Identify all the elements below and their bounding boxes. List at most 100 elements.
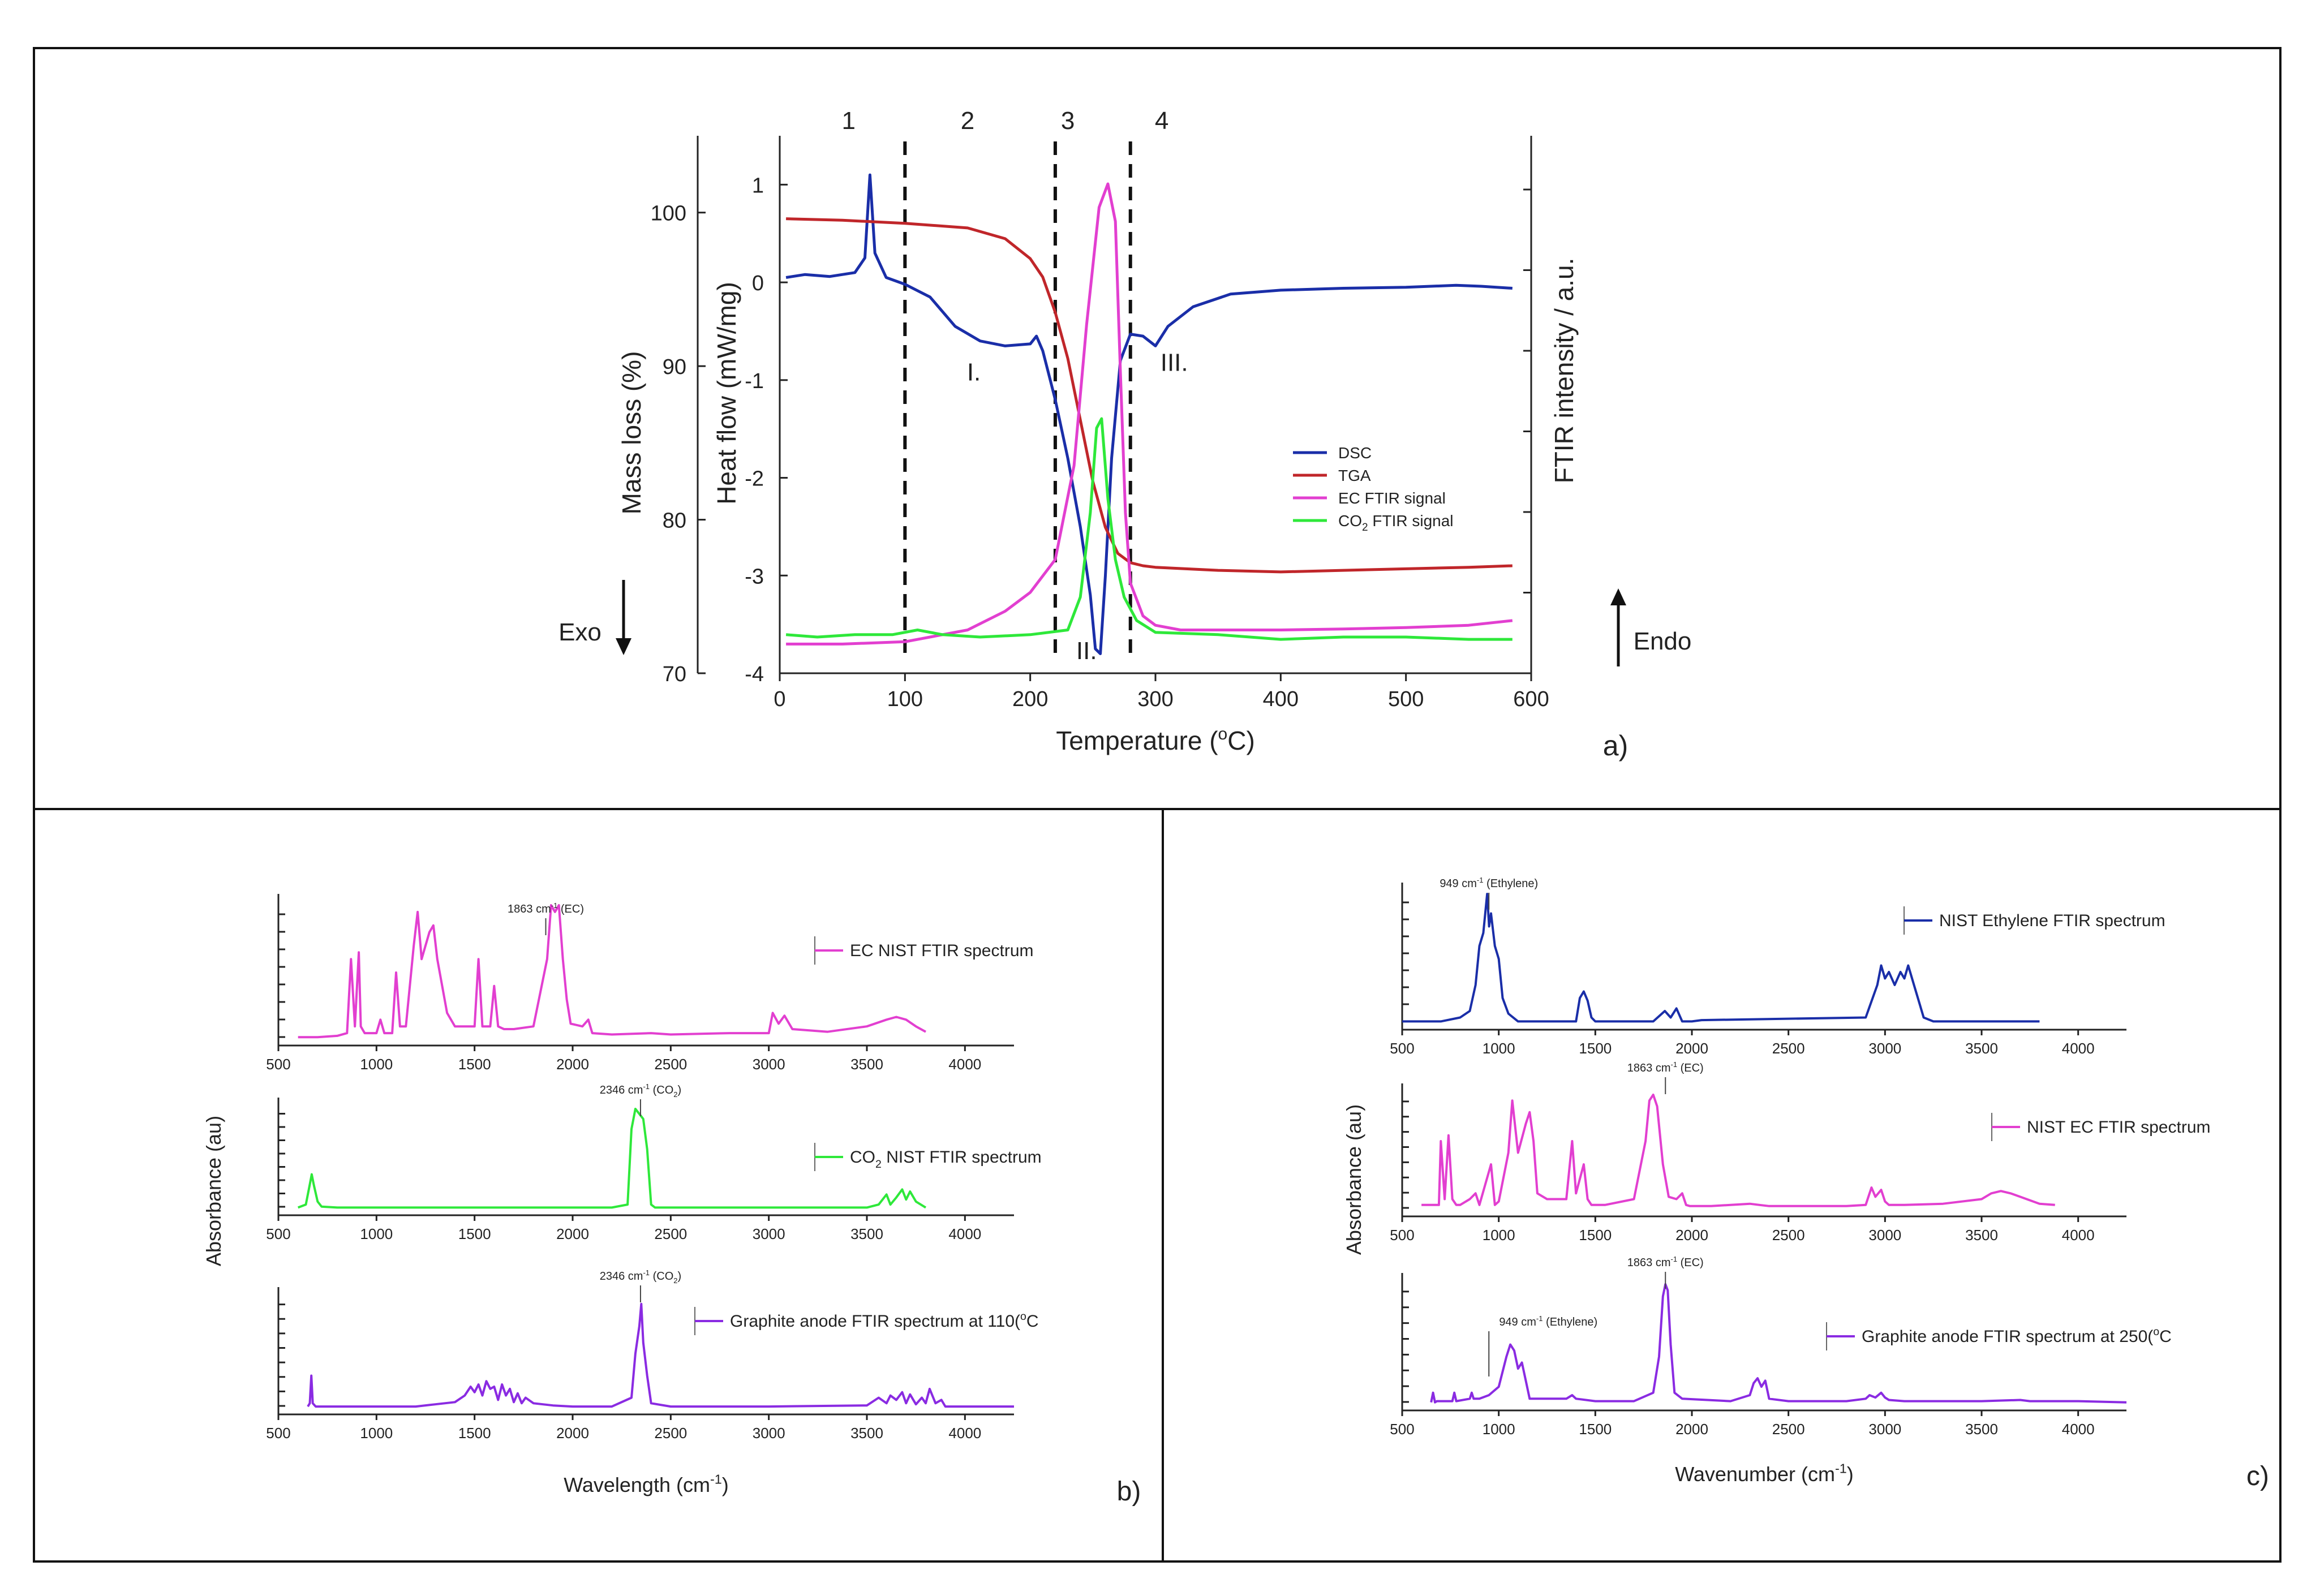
spectrum-x-tick-label: 4000 — [948, 1425, 981, 1442]
text-run: ( — [650, 1270, 657, 1283]
spectrum-x-tick-label: 2500 — [654, 1056, 687, 1073]
mass-tick-label: 70 — [663, 663, 686, 686]
legend-label: CO2 FTIR signal — [1338, 512, 1454, 534]
text-run: EC FTIR signal — [1338, 489, 1446, 507]
spectrum-x-tick-label: 1000 — [360, 1425, 393, 1442]
peak-annotation: 949 cm-1​ (Ethylene) — [1440, 876, 1538, 890]
x-tick-label: 500 — [1388, 687, 1424, 711]
text-run: CO — [656, 1270, 673, 1283]
text-run: C — [2159, 1327, 2172, 1346]
heat-axis-label: Heat flow (mW/mg) — [712, 282, 741, 505]
spectrum-x-tick-label: 2000 — [556, 1225, 589, 1242]
spectrum-x-tick-label: 4000 — [948, 1056, 981, 1073]
text-run: 1863 — [1627, 1257, 1656, 1269]
heat-tick-label: 1 — [752, 174, 764, 197]
spectrum-x-tick-label: 1500 — [1579, 1227, 1612, 1244]
spectrum-x-tick-label: 4000 — [948, 1225, 981, 1242]
superscript: -1 — [1477, 876, 1484, 884]
panel-c-frame — [1162, 808, 2281, 1563]
spectrum-x-tick-label: 4000 — [2062, 1227, 2095, 1244]
heat-tick-label: -4 — [745, 663, 764, 686]
spectrum-line — [307, 1302, 1014, 1408]
spectrum-x-tick-label: 3000 — [1868, 1040, 1901, 1057]
spectrum-x-tick-label: 3500 — [1965, 1040, 1998, 1057]
spectrum-x-tick-label: 3000 — [753, 1056, 785, 1073]
mass-tick-label: 90 — [663, 355, 686, 379]
x-tick-label: 400 — [1263, 687, 1299, 711]
spectrum-line — [1421, 1094, 2055, 1207]
endo-label: Endo — [1634, 627, 1692, 655]
spectrum-x-tick-label: 500 — [1390, 1421, 1414, 1438]
text-run: DSC — [1338, 444, 1372, 462]
text-run: (EC) — [1677, 1257, 1704, 1269]
text-run: C) — [1227, 726, 1255, 755]
superscript: o — [2153, 1326, 2159, 1338]
text-run: NIST FTIR spectrum — [882, 1148, 1042, 1167]
series-dsc — [785, 173, 1513, 655]
spectrum-x-tick-label: 3500 — [1965, 1421, 1998, 1438]
text-run: cm — [1521, 1316, 1536, 1328]
text-run: cm — [1808, 1462, 1835, 1486]
legend-label: TGA — [1338, 467, 1371, 484]
legend-label: DSC — [1338, 444, 1372, 462]
spectrum-x-tick-label: 1000 — [1483, 1421, 1515, 1438]
superscript: -1 — [643, 1082, 650, 1091]
text-run: 1863 — [508, 903, 536, 915]
legend-label: CO2​ NIST FTIR spectrum — [850, 1148, 1042, 1171]
peak-label: I. — [967, 359, 981, 386]
text-run: Temperature ( — [1056, 726, 1218, 755]
spectrum-x-tick-label: 1500 — [458, 1425, 491, 1442]
superscript: -1 — [643, 1268, 650, 1277]
legend-label: EC FTIR signal — [1338, 489, 1446, 507]
text-run: CO — [656, 1084, 673, 1096]
legend-label: Graphite anode FTIR spectrum at 250(oC — [1862, 1326, 2172, 1346]
y-axis-label: Absorbance (au) — [202, 1116, 225, 1266]
mass-tick-label: 100 — [651, 202, 686, 226]
spectrum-x-tick-label: 3500 — [850, 1056, 883, 1073]
text-run: CO — [1338, 512, 1362, 530]
peak-annotation: 1863 cm-1​ (EC) — [508, 901, 584, 915]
spectrum-x-tick-label: 2000 — [1675, 1040, 1708, 1057]
panel-a-chart: 0 100 200 300 400 500 600 -4 -3 -2 -1 0 1 70 80 90 100 Ma… — [558, 107, 1691, 762]
subscript: 2 — [875, 1158, 882, 1171]
legend-label: EC NIST FTIR spectrum — [850, 941, 1034, 960]
spectrum-x-tick-label: 2000 — [556, 1425, 589, 1442]
text-run: Graphite anode FTIR spectrum at 110 — [730, 1312, 1015, 1331]
panel-c-chart: 500 1000 1500 2000 2500 3000 3500 4000 949 cm-1​… — [1342, 876, 2269, 1491]
spectrum-x-tick-label: 2500 — [1772, 1227, 1805, 1244]
spectrum-x-tick-label: 1000 — [360, 1056, 393, 1073]
text-run: Graphite anode FTIR spectrum at 250 — [1862, 1327, 2147, 1346]
text-run: 949 — [1499, 1316, 1521, 1328]
spectrum-x-tick-label: 3500 — [1965, 1227, 1998, 1244]
spectrum-x-tick-label: 3500 — [850, 1425, 883, 1442]
text-run: cm — [628, 1084, 643, 1096]
superscript: o — [1020, 1310, 1026, 1323]
region-label: 2 — [961, 107, 974, 135]
superscript: -1 — [710, 1472, 722, 1487]
text-run: ) — [1847, 1462, 1854, 1486]
peak-annotation: 1863 cm-1​ (EC) — [1627, 1255, 1704, 1269]
peak-annotation: 1863 cm-1​ (EC) — [1627, 1060, 1704, 1074]
text-run: CO — [850, 1148, 875, 1167]
mass-tick-label: 80 — [663, 509, 686, 533]
spectrum-x-tick-label: 3500 — [850, 1225, 883, 1242]
x-tick-label: 600 — [1513, 687, 1549, 711]
peak-annotation: 2346 cm-1​ (CO2​) — [600, 1082, 681, 1099]
text-run: (Ethylene) — [1483, 877, 1538, 890]
spectrum-x-tick-label: 2500 — [1772, 1040, 1805, 1057]
superscript: -1 — [551, 901, 558, 910]
spectrum-x-tick-label: 1000 — [1483, 1040, 1515, 1057]
superscript: -1 — [1670, 1255, 1677, 1263]
text-run: Wavelength ( — [564, 1473, 683, 1496]
x-tick-label: 100 — [887, 687, 923, 711]
spectrum-x-tick-label: 1500 — [458, 1225, 491, 1242]
spectrum-line — [298, 904, 926, 1039]
text-run: (EC) — [1677, 1062, 1704, 1074]
spectrum-line — [297, 1108, 927, 1209]
region-label: 3 — [1061, 107, 1075, 135]
superscript: -1 — [1536, 1314, 1543, 1323]
text-run: TGA — [1338, 467, 1371, 484]
text-run: ) — [722, 1473, 729, 1496]
